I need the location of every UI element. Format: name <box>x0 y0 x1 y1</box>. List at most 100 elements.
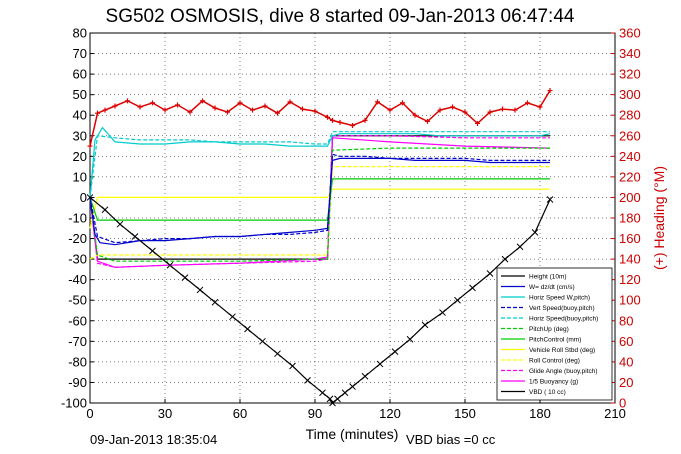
heading-marker <box>287 99 293 105</box>
x-tick-label: 90 <box>308 406 322 421</box>
heading-marker <box>187 109 193 115</box>
heading-marker <box>200 98 205 104</box>
height-marker <box>319 389 326 397</box>
y-tick-label: 20 <box>73 149 87 164</box>
height-marker <box>244 325 251 333</box>
series-line-w-dz-dt-cm-s <box>89 157 550 246</box>
heading-marker <box>300 106 305 112</box>
heading-marker <box>462 109 468 115</box>
height-marker <box>229 313 236 321</box>
heading-marker <box>262 103 268 109</box>
height-marker <box>329 399 336 407</box>
y-tick-label: -70 <box>68 334 87 349</box>
x-tick-label: 0 <box>86 406 93 421</box>
series-line-pitchcontrol-mm <box>89 178 550 221</box>
right-axis: 3603403203002802602402202001801601401201… <box>611 26 641 411</box>
height-marker <box>326 395 334 403</box>
y-tick-label: 40 <box>73 108 87 123</box>
heading-marker <box>102 107 108 113</box>
x-tick-label: 150 <box>454 406 476 421</box>
heading-marker <box>412 112 418 118</box>
height-marker <box>376 360 384 368</box>
y-tick-label: -30 <box>68 252 87 267</box>
heading-marker <box>87 143 93 149</box>
height-marker <box>439 309 446 316</box>
heading-marker <box>475 120 480 126</box>
y-tick-label: -40 <box>68 272 87 287</box>
height-marker <box>341 389 349 397</box>
legend-label: PitchUp (deg) <box>529 326 569 333</box>
height-marker <box>421 321 429 329</box>
heading-marker <box>375 99 380 105</box>
height-marker <box>149 247 156 255</box>
y-tick-label: -90 <box>68 375 87 390</box>
footer-vbd-bias: VBD bias =0 cc <box>406 432 496 447</box>
height-marker <box>274 350 281 358</box>
y2-tick-label: 160 <box>619 231 641 246</box>
y-tick-label: -80 <box>68 354 87 369</box>
x-tick-label: 180 <box>529 406 551 421</box>
heading-marker <box>425 118 430 124</box>
y2-tick-label: 40 <box>619 354 633 369</box>
footer-timestamp: 09-Jan-2013 18:35:04 <box>90 432 217 447</box>
series-line-glide-angle-buoy-pitch <box>89 135 550 268</box>
legend-label: Horiz Speed W,pitch) <box>529 294 590 301</box>
y-tick-label: 30 <box>73 128 87 143</box>
x-tick-label: 60 <box>233 406 247 421</box>
heading-marker <box>225 109 230 115</box>
height-marker <box>166 261 174 269</box>
y-tick-label: -20 <box>68 231 87 246</box>
x-axis-label: Time (minutes) <box>306 426 399 442</box>
series-line-horiz-speed-buoy-pitch <box>89 131 550 198</box>
y2-tick-label: 60 <box>619 334 633 349</box>
height-marker <box>391 348 399 355</box>
right-axis-label: (+) Heading (°M) <box>651 166 667 270</box>
y2-tick-label: 80 <box>619 313 633 328</box>
y-tick-label: -10 <box>68 211 87 226</box>
series-line-roll-control-deg <box>89 166 550 260</box>
y2-tick-label: 100 <box>619 293 641 308</box>
left-axis: 80 70 60 50 40 30 20 10 0 -10 -20 -30 -40 -50 -60 -70 -8… <box>61 26 94 411</box>
height-marker <box>304 377 311 384</box>
y-tick-label: 50 <box>73 87 87 102</box>
height-marker <box>101 206 109 214</box>
heading-marker <box>137 104 143 110</box>
y-tick-label: -50 <box>68 293 87 308</box>
y2-tick-label: 360 <box>619 26 641 41</box>
legend-label: Horiz Speed(buoy,pitch) <box>529 315 598 322</box>
height-marker <box>259 337 266 345</box>
heading-marker <box>95 110 100 116</box>
y2-tick-label: 300 <box>619 87 641 102</box>
heading-marker <box>437 107 443 113</box>
height-marker <box>116 220 124 228</box>
y2-tick-label: 0 <box>619 396 626 411</box>
y2-tick-label: 260 <box>619 128 641 143</box>
heading-marker <box>487 109 493 115</box>
legend-label: Glide Angle (buoy,pitch) <box>529 368 598 375</box>
heading-marker <box>175 102 180 108</box>
heading-marker <box>237 100 243 106</box>
legend-label: VBD ( 10 cc) <box>529 389 566 396</box>
series-line-heading <box>89 90 551 147</box>
heading-marker <box>250 107 255 113</box>
legend-label: PitchControl (mm) <box>529 336 581 343</box>
legend-label: 1/5 Buoyancy (g) <box>529 378 578 385</box>
legend-box <box>496 267 613 401</box>
height-marker <box>181 274 189 281</box>
series-line-vert-speed-buoy-pitch <box>89 153 550 244</box>
heading-marker <box>547 88 553 94</box>
y2-tick-label: 200 <box>619 190 641 205</box>
height-marker <box>131 233 139 240</box>
legend-label: Height (10m) <box>529 273 567 280</box>
y-tick-label: 80 <box>73 26 87 41</box>
heading-marker <box>350 123 355 128</box>
legend-label: Vehicle Roll Stbd (deg) <box>529 347 595 354</box>
height-marker <box>486 270 494 277</box>
series-line-height-10m <box>89 196 551 404</box>
heading-marker <box>387 107 393 113</box>
series-line-horiz-speed-w-pitch <box>89 126 551 198</box>
height-marker <box>196 286 204 294</box>
heading-marker <box>150 100 155 106</box>
x-axis: 0 30 60 90 120 150 180 210 <box>86 399 626 421</box>
